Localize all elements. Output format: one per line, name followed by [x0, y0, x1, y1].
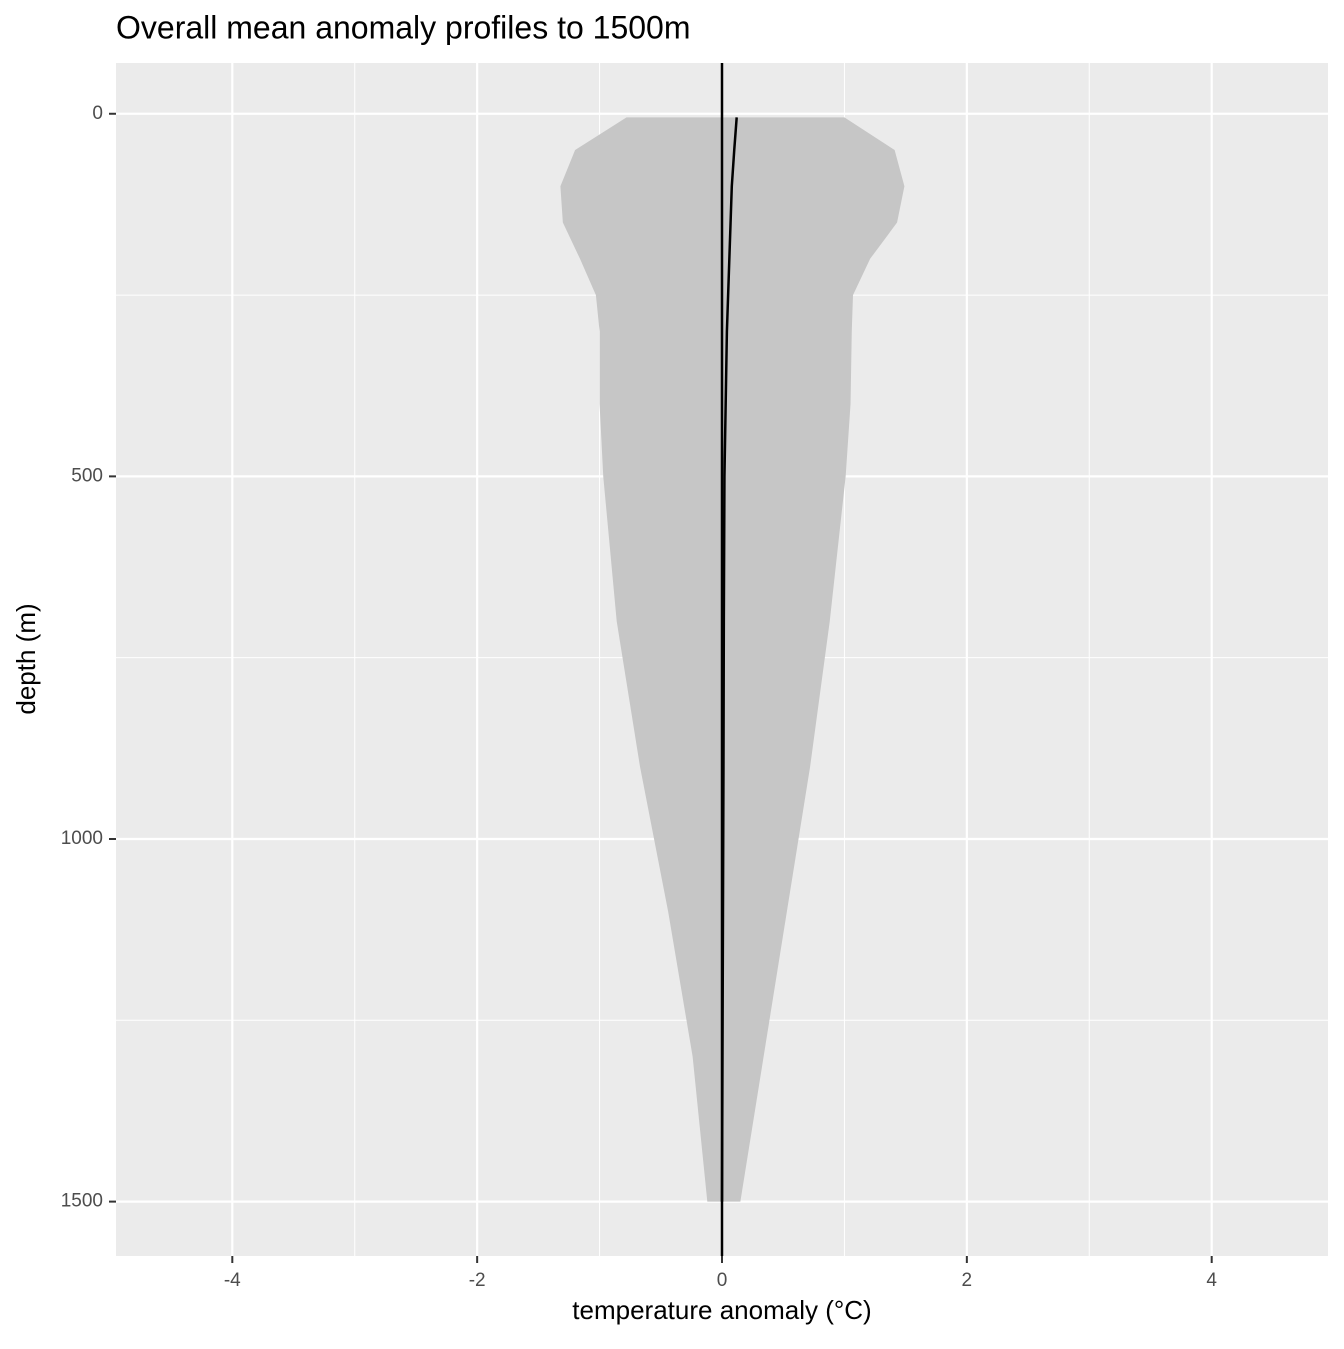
- x-tick-label: 4: [1206, 1270, 1217, 1291]
- x-tick-label: -2: [469, 1270, 486, 1291]
- x-tick-label: 2: [962, 1270, 973, 1291]
- chart-title: Overall mean anomaly profiles to 1500m: [116, 9, 691, 45]
- y-tick-label: 0: [92, 103, 103, 124]
- mean-line: [720, 117, 738, 1202]
- y-tick-label: 1000: [61, 828, 103, 849]
- y-tick-label: 1500: [61, 1191, 103, 1212]
- y-tick-label: 500: [71, 465, 103, 486]
- x-axis-title: temperature anomaly (°C): [572, 1295, 871, 1325]
- ribbon: [560, 117, 905, 1202]
- y-axis-title: depth (m): [11, 603, 41, 714]
- x-tick-label: -4: [224, 1270, 241, 1291]
- x-tick-label: 0: [717, 1270, 728, 1291]
